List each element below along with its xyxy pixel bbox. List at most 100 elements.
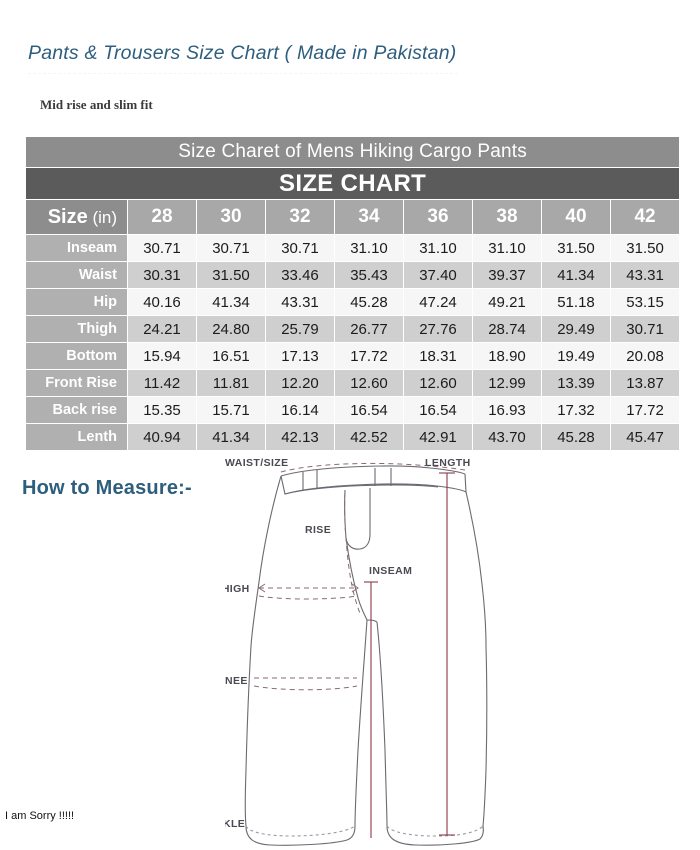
table-cell: 17.32 xyxy=(542,397,610,423)
table-cell: 43.31 xyxy=(611,262,680,288)
thigh-dashed-line-lower xyxy=(258,595,359,600)
how-to-measure-heading: How to Measure:- xyxy=(22,477,192,499)
table-cell: 51.18 xyxy=(542,289,610,315)
table-cell: 26.77 xyxy=(335,316,403,342)
table-cell: 31.10 xyxy=(473,235,541,261)
header-size-36: 36 xyxy=(404,200,472,234)
table-cell: 41.34 xyxy=(197,289,265,315)
table-cell: 31.10 xyxy=(404,235,472,261)
size-chart-table: Size Charet of Mens Hiking Cargo Pants S… xyxy=(25,136,680,451)
table-cell: 15.71 xyxy=(197,397,265,423)
row-label: Back rise xyxy=(26,397,127,423)
page-title: Pants & Trousers Size Chart ( Made in Pa… xyxy=(28,42,457,64)
table-cell: 24.80 xyxy=(197,316,265,342)
dashed-measure-guides xyxy=(253,462,466,691)
table-cell: 40.16 xyxy=(128,289,196,315)
row-label: Waist xyxy=(26,262,127,288)
table-cell: 31.10 xyxy=(335,235,403,261)
table-cell: 11.42 xyxy=(128,370,196,396)
header-size-38: 38 xyxy=(473,200,541,234)
table-cell: 39.37 xyxy=(473,262,541,288)
table-cell: 15.35 xyxy=(128,397,196,423)
table-band-top: Size Charet of Mens Hiking Cargo Pants xyxy=(26,137,680,167)
table-row: Inseam 30.71 30.71 30.71 31.10 31.10 31.10 31.5… xyxy=(26,235,680,261)
table-cell: 42.13 xyxy=(266,424,334,450)
table-cell: 25.79 xyxy=(266,316,334,342)
table-cell: 40.94 xyxy=(128,424,196,450)
table-cell: 16.14 xyxy=(266,397,334,423)
table-cell: 17.72 xyxy=(335,343,403,369)
label-thigh: THIGH xyxy=(225,583,250,595)
table-cell: 17.13 xyxy=(266,343,334,369)
label-ankle: ANKLE xyxy=(225,818,245,830)
header-size-unit: (in) xyxy=(87,207,117,227)
table-cell: 28.74 xyxy=(473,316,541,342)
table-cell: 16.54 xyxy=(335,397,403,423)
row-label: Hip xyxy=(26,289,127,315)
table-cell: 45.28 xyxy=(335,289,403,315)
table-cell: 27.76 xyxy=(404,316,472,342)
header-size-42: 42 xyxy=(611,200,680,234)
header-size-32: 32 xyxy=(266,200,334,234)
header-size-bold: Size xyxy=(47,205,88,228)
pants-outline xyxy=(244,465,488,846)
table-cell: 12.20 xyxy=(266,370,334,396)
table-cell: 13.87 xyxy=(611,370,680,396)
header-size-label: Size (in) xyxy=(26,200,127,234)
table-cell: 33.46 xyxy=(266,262,334,288)
title-divider xyxy=(28,73,458,74)
table-cell: 15.94 xyxy=(128,343,196,369)
subtitle: Mid rise and slim fit xyxy=(40,97,153,112)
row-label: Thigh xyxy=(26,316,127,342)
header-size-28: 28 xyxy=(128,200,196,234)
table-cell: 47.24 xyxy=(404,289,472,315)
table-cell: 24.21 xyxy=(128,316,196,342)
label-waist-size: WAIST/SIZE xyxy=(225,457,289,469)
table-cell: 30.71 xyxy=(197,235,265,261)
table-cell: 45.28 xyxy=(542,424,610,450)
header-size-30: 30 xyxy=(197,200,265,234)
table-cell: 12.99 xyxy=(473,370,541,396)
table-cell: 35.43 xyxy=(335,262,403,288)
table-cell: 43.70 xyxy=(473,424,541,450)
label-rise: RISE xyxy=(305,524,331,536)
table-band-main-row: SIZE CHART xyxy=(26,168,680,199)
rise-dashed-line xyxy=(344,491,362,617)
row-label: Lenth xyxy=(26,424,127,450)
table-band-main: SIZE CHART xyxy=(26,168,680,199)
table-cell: 30.71 xyxy=(611,316,680,342)
table-cell: 20.08 xyxy=(611,343,680,369)
table-header-row: Size (in) 28 30 32 34 36 38 40 42 xyxy=(26,200,680,234)
table-cell: 16.51 xyxy=(197,343,265,369)
table-cell: 49.21 xyxy=(473,289,541,315)
label-length: LENGTH xyxy=(425,457,471,469)
table-cell: 19.49 xyxy=(542,343,610,369)
table-cell: 16.93 xyxy=(473,397,541,423)
table-cell: 45.47 xyxy=(611,424,680,450)
table-cell: 31.50 xyxy=(611,235,680,261)
table-cell: 11.81 xyxy=(197,370,265,396)
table-cell: 41.34 xyxy=(542,262,610,288)
table-row: Bottom 15.94 16.51 17.13 17.72 18.31 18.90 19.4… xyxy=(26,343,680,369)
thigh-arrowheads xyxy=(258,583,359,593)
table-band-top-row: Size Charet of Mens Hiking Cargo Pants xyxy=(26,137,680,167)
table-cell: 17.72 xyxy=(611,397,680,423)
table-cell: 42.91 xyxy=(404,424,472,450)
title-block: Pants & Trousers Size Chart ( Made in Pa… xyxy=(28,42,668,74)
table-cell: 12.60 xyxy=(404,370,472,396)
table-row: Waist 30.31 31.50 33.46 35.43 37.40 39.37 41.34… xyxy=(26,262,680,288)
table-row: Hip 40.16 41.34 43.31 45.28 47.24 49.21 51.18 53… xyxy=(26,289,680,315)
pants-measurement-diagram: WAIST/SIZE LENGTH RISE INSEAM THIGH KNEE… xyxy=(225,457,488,846)
table-cell: 31.50 xyxy=(542,235,610,261)
table-cell: 18.31 xyxy=(404,343,472,369)
table-cell: 53.15 xyxy=(611,289,680,315)
table-cell: 42.52 xyxy=(335,424,403,450)
table-cell: 43.31 xyxy=(266,289,334,315)
table-cell: 18.90 xyxy=(473,343,541,369)
label-inseam: INSEAM xyxy=(369,565,412,577)
table-row: Front Rise 11.42 11.81 12.20 12.60 12.60 12.99… xyxy=(26,370,680,396)
table-cell: 31.50 xyxy=(197,262,265,288)
table-cell: 30.71 xyxy=(266,235,334,261)
header-size-40: 40 xyxy=(542,200,610,234)
table-cell: 13.39 xyxy=(542,370,610,396)
